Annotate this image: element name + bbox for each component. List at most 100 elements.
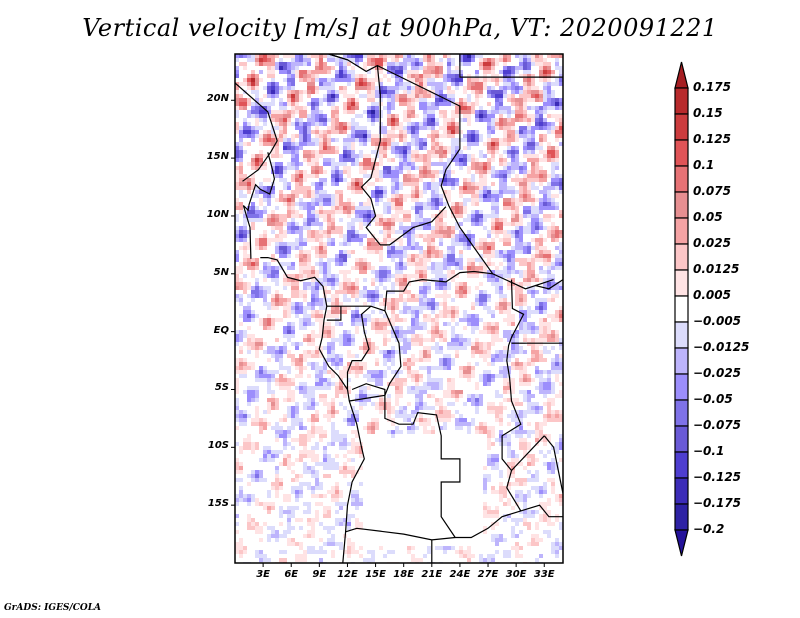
- field-cell: [299, 114, 303, 118]
- field-cell: [507, 222, 511, 226]
- field-cell: [471, 274, 475, 278]
- field-cell: [239, 266, 243, 270]
- field-cell: [431, 110, 435, 114]
- field-cell: [427, 358, 431, 362]
- field-cell: [251, 338, 255, 342]
- field-cell: [303, 150, 307, 154]
- field-cell: [315, 270, 319, 274]
- field-cell: [427, 266, 431, 270]
- field-cell: [447, 342, 451, 346]
- field-cell: [503, 230, 507, 234]
- field-cell: [519, 106, 523, 110]
- field-cell: [447, 282, 451, 286]
- field-cell: [403, 306, 407, 310]
- field-cell: [395, 306, 399, 310]
- field-cell: [291, 198, 295, 202]
- field-cell: [419, 274, 423, 278]
- field-cell: [251, 58, 255, 62]
- field-cell: [387, 358, 391, 362]
- field-cell: [351, 206, 355, 210]
- field-cell: [435, 306, 439, 310]
- field-cell: [299, 74, 303, 78]
- field-cell: [507, 398, 511, 402]
- field-cell: [423, 262, 427, 266]
- field-cell: [407, 386, 411, 390]
- field-cell: [391, 94, 395, 98]
- field-cell: [331, 382, 335, 386]
- field-cell: [531, 338, 535, 342]
- field-cell: [243, 234, 247, 238]
- field-cell: [415, 222, 419, 226]
- field-cell: [435, 410, 439, 414]
- field-cell: [531, 262, 535, 266]
- field-cell: [543, 94, 547, 98]
- field-cell: [439, 382, 443, 386]
- field-cell: [435, 94, 439, 98]
- field-cell: [555, 226, 559, 230]
- field-cell: [423, 282, 427, 286]
- field-cell: [411, 206, 415, 210]
- field-cell: [275, 154, 279, 158]
- field-cell: [503, 90, 507, 94]
- field-cell: [463, 242, 467, 246]
- field-cell: [383, 202, 387, 206]
- field-cell: [455, 106, 459, 110]
- field-cell: [459, 366, 463, 370]
- field-cell: [319, 370, 323, 374]
- field-cell: [483, 58, 487, 62]
- field-cell: [283, 246, 287, 250]
- field-cell: [519, 310, 523, 314]
- field-cell: [547, 266, 551, 270]
- field-cell: [535, 214, 539, 218]
- field-cell: [291, 54, 295, 58]
- field-cell: [295, 254, 299, 258]
- field-cell: [363, 278, 367, 282]
- field-cell: [359, 294, 363, 298]
- field-cell: [547, 174, 551, 178]
- field-cell: [259, 78, 263, 82]
- field-cell: [523, 330, 527, 334]
- field-cell: [547, 374, 551, 378]
- field-cell: [323, 86, 327, 90]
- field-cell: [391, 282, 395, 286]
- field-cell: [503, 390, 507, 394]
- field-cell: [363, 134, 367, 138]
- field-cell: [531, 322, 535, 326]
- field-cell: [343, 154, 347, 158]
- field-cell: [379, 58, 383, 62]
- field-cell: [319, 270, 323, 274]
- field-cell: [515, 270, 519, 274]
- field-cell: [251, 106, 255, 110]
- field-cell: [267, 410, 271, 414]
- field-cell: [491, 146, 495, 150]
- field-cell: [355, 314, 359, 318]
- field-cell: [435, 418, 439, 422]
- field-cell: [507, 382, 511, 386]
- field-cell: [539, 170, 543, 174]
- field-cell: [327, 262, 331, 266]
- field-cell: [463, 90, 467, 94]
- field-cell: [439, 110, 443, 114]
- field-cell: [475, 74, 479, 78]
- field-cell: [275, 170, 279, 174]
- field-cell: [451, 306, 455, 310]
- field-cell: [403, 102, 407, 106]
- field-cell: [263, 206, 267, 210]
- field-cell: [319, 170, 323, 174]
- field-cell: [411, 330, 415, 334]
- field-cell: [451, 390, 455, 394]
- field-cell: [323, 134, 327, 138]
- field-cell: [551, 274, 555, 278]
- field-cell: [431, 86, 435, 90]
- field-cell: [511, 314, 515, 318]
- field-cell: [495, 82, 499, 86]
- field-cell: [495, 218, 499, 222]
- field-cell: [355, 238, 359, 242]
- field-cell: [547, 70, 551, 74]
- field-cell: [507, 114, 511, 118]
- field-cell: [251, 202, 255, 206]
- field-cell: [547, 370, 551, 374]
- field-cell: [251, 114, 255, 118]
- field-cell: [447, 366, 451, 370]
- field-cell: [391, 58, 395, 62]
